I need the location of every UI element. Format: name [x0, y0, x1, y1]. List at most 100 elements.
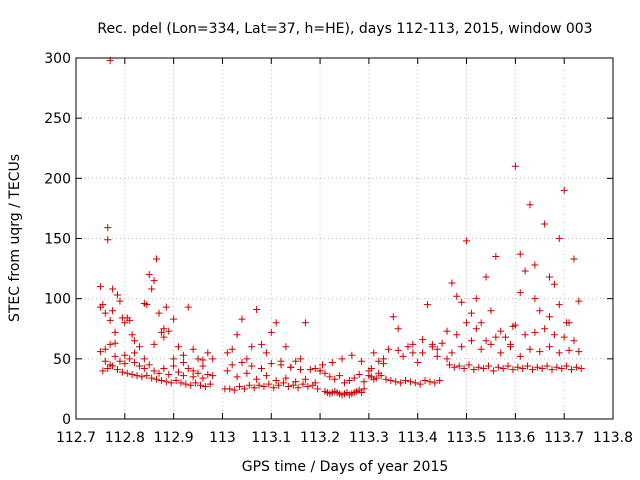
- x-tick-label: 112.9: [154, 430, 194, 446]
- data-point: [409, 349, 417, 357]
- data-point: [262, 372, 270, 380]
- x-tick-label: 113.3: [349, 430, 389, 446]
- data-point: [262, 349, 270, 357]
- data-point: [148, 374, 156, 382]
- data-point: [192, 379, 200, 387]
- y-tick-label: 0: [62, 412, 71, 428]
- data-point: [165, 327, 173, 335]
- data-point: [555, 235, 563, 242]
- y-tick-label: 200: [44, 171, 71, 187]
- data-point: [499, 364, 507, 372]
- data-point: [157, 376, 165, 384]
- data-point: [570, 255, 578, 263]
- data-point: [416, 380, 424, 388]
- data-point: [258, 340, 266, 348]
- data-point: [546, 273, 554, 281]
- data-point: [543, 362, 551, 370]
- data-point: [475, 363, 483, 371]
- data-point: [477, 345, 485, 353]
- data-point: [399, 352, 407, 360]
- data-point: [358, 357, 366, 365]
- data-point: [104, 364, 112, 372]
- data-point: [287, 363, 295, 371]
- data-point: [555, 301, 563, 309]
- data-point: [360, 385, 368, 393]
- data-point: [153, 255, 161, 263]
- data-point: [104, 236, 112, 244]
- data-point: [145, 361, 153, 369]
- data-point: [372, 374, 380, 382]
- data-point: [338, 355, 346, 363]
- data-point: [121, 360, 129, 368]
- data-point: [328, 358, 336, 366]
- data-point: [489, 367, 497, 375]
- data-point: [406, 378, 414, 386]
- data-point: [240, 385, 248, 393]
- plot-frame: [75, 57, 614, 420]
- data-point: [111, 352, 119, 360]
- data-point: [189, 367, 197, 375]
- data-point: [109, 285, 117, 293]
- data-point: [267, 328, 275, 336]
- data-point: [492, 333, 500, 341]
- data-point: [514, 363, 522, 371]
- data-point: [314, 385, 322, 393]
- data-point: [199, 374, 207, 382]
- y-tick-label: 50: [53, 352, 71, 368]
- data-point: [194, 355, 202, 363]
- data-point: [319, 361, 327, 369]
- data-point: [548, 366, 556, 374]
- data-point: [568, 366, 576, 374]
- data-point: [311, 379, 319, 387]
- data-point: [179, 358, 187, 366]
- data-point: [443, 327, 451, 335]
- data-point: [421, 376, 429, 384]
- data-point: [243, 369, 251, 377]
- data-point: [118, 368, 126, 376]
- data-point: [131, 358, 139, 366]
- data-point: [414, 358, 422, 366]
- data-point: [397, 379, 405, 387]
- data-point: [541, 220, 549, 228]
- data-point: [128, 370, 136, 378]
- data-point: [187, 381, 195, 389]
- data-point: [267, 360, 275, 368]
- data-point: [194, 369, 202, 377]
- data-point: [106, 340, 114, 348]
- data-point: [223, 367, 231, 375]
- data-point: [201, 383, 209, 391]
- data-point: [394, 325, 402, 333]
- data-point: [258, 364, 266, 372]
- data-point: [377, 372, 385, 380]
- data-point: [531, 328, 539, 336]
- data-point: [336, 372, 344, 380]
- data-point: [260, 383, 268, 391]
- data-point: [179, 351, 187, 359]
- data-point: [150, 340, 158, 348]
- x-axis-label: GPS time / Days of year 2015: [242, 459, 449, 475]
- data-point: [243, 355, 251, 363]
- data-point: [160, 364, 168, 372]
- data-point: [572, 363, 580, 371]
- data-point: [233, 331, 241, 339]
- data-point: [289, 381, 297, 389]
- data-point: [189, 373, 197, 381]
- data-point: [516, 250, 524, 258]
- data-point: [165, 370, 173, 378]
- data-point: [482, 273, 490, 281]
- data-point: [226, 385, 234, 393]
- data-point: [143, 301, 151, 309]
- data-point: [409, 340, 417, 348]
- data-point: [331, 375, 339, 383]
- y-tick-label: 300: [44, 51, 71, 67]
- data-point: [160, 333, 168, 341]
- data-point: [170, 362, 178, 370]
- data-points: [96, 56, 585, 399]
- x-tick-label: 113.5: [446, 430, 486, 446]
- data-point: [380, 355, 388, 363]
- data-point: [453, 331, 461, 339]
- data-point: [485, 362, 493, 370]
- data-point: [189, 345, 197, 353]
- data-point: [538, 364, 546, 372]
